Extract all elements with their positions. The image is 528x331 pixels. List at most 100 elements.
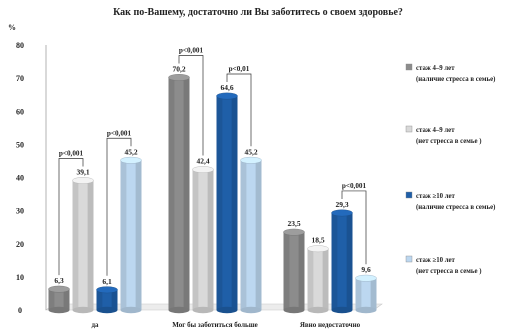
legend-item: стаж ≥10 лет (наличие стресса в семье) [405, 191, 495, 211]
significance-bracket: p<0,001 [58, 149, 84, 276]
bar-shade [168, 77, 175, 311]
significance-bracket: p<0,001 [341, 182, 367, 265]
bar-shade [135, 160, 142, 310]
bar-top [72, 177, 94, 184]
legend-swatch [405, 63, 413, 71]
bar-base [72, 306, 94, 314]
data-label: 6,1 [102, 277, 112, 286]
bar-shade [283, 232, 290, 310]
bar-shade [192, 169, 199, 310]
bar-shade [298, 232, 305, 310]
bar-shade [111, 289, 118, 310]
legend-swatch [405, 125, 413, 133]
bar-base [168, 306, 190, 314]
bar-base [307, 306, 329, 314]
bar-base [331, 306, 353, 314]
data-label: 64,6 [220, 83, 233, 92]
legend-swatch [405, 191, 413, 199]
legend-label-line2: (наличие стресса в семье) [416, 204, 495, 211]
bar-shade [96, 289, 103, 310]
bar-base [96, 306, 118, 314]
legend-item: стаж 4–9 лет (наличие стресса в семье) [405, 63, 495, 83]
significance-bracket: p<0,01 [226, 65, 252, 147]
y-tick-label: 10 [16, 273, 24, 282]
bar-top [355, 274, 377, 282]
bar-top [307, 245, 329, 253]
data-label: 45,2 [124, 147, 137, 156]
data-label: 42,4 [196, 157, 209, 166]
bar-top [96, 286, 118, 294]
bar-shade [355, 278, 362, 310]
p-value-label: p<0,001 [59, 149, 84, 157]
y-tick-label: 20 [16, 240, 24, 249]
bar-shade [72, 180, 79, 310]
bar-base [355, 306, 377, 314]
bar-top [120, 156, 142, 164]
bar-top [331, 209, 353, 217]
significance-bracket: p<0,001 [178, 46, 204, 156]
category-label: да [91, 321, 99, 329]
category-label: Явно недостаточно [300, 321, 361, 329]
y-axis-label: % [8, 23, 16, 32]
chart-title: Как по-Вашему, достаточно ли Вы заботите… [113, 7, 403, 18]
legend-swatch [405, 255, 413, 263]
data-label: 18,5 [311, 236, 324, 245]
legend-label-line2: (нет стресса в семье ) [416, 268, 481, 275]
legend-label-line1: стаж 4–9 лет [416, 65, 455, 72]
data-label: 70,2 [172, 64, 185, 73]
bar-base [192, 306, 214, 314]
legend-item: стаж 4–9 лет (нет стресса в семье ) [405, 125, 481, 145]
data-label: 45,2 [244, 147, 257, 156]
legend-label-line1: стаж ≥10 лет [416, 193, 456, 200]
bar-shade [346, 212, 353, 310]
y-tick-label: 60 [16, 107, 24, 116]
legend-label-line1: стаж ≥10 лет [416, 257, 456, 264]
bar-shade [63, 289, 70, 310]
bar-base [48, 306, 70, 314]
significance-bracket: p<0,001 [106, 129, 132, 276]
bar-top [48, 285, 70, 293]
y-tick-label: 0 [18, 306, 22, 315]
data-label: 9,6 [361, 265, 371, 274]
y-tick-label: 30 [16, 207, 24, 216]
bar-base [120, 306, 142, 314]
data-label: 23,5 [287, 219, 300, 228]
p-value-label: p<0,001 [179, 46, 204, 54]
bar-base [283, 306, 305, 314]
legend-label-line1: стаж 4–9 лет [416, 127, 455, 134]
bar-shade [307, 248, 314, 310]
bar-base [216, 306, 238, 314]
p-value-label: p<0,01 [229, 65, 250, 73]
p-value-label: p<0,001 [107, 129, 132, 137]
p-value-label: p<0,001 [342, 182, 367, 190]
data-label: 29,3 [335, 200, 348, 209]
legend-item: стаж ≥10 лет (нет стресса в семье ) [405, 255, 481, 275]
y-tick-label: 70 [16, 74, 24, 83]
bar-shade [331, 212, 338, 310]
bar-top [216, 92, 238, 100]
bar-shade [87, 180, 94, 310]
legend-label-line2: (наличие стресса в семье) [416, 76, 495, 83]
bar-shade [216, 96, 223, 310]
bar-shade [183, 77, 190, 311]
bar-shade [370, 278, 377, 310]
bar-shade [120, 160, 127, 310]
bar-base [240, 306, 262, 314]
bar-top [168, 74, 190, 81]
category-label: Мог бы заботиться больше [172, 321, 258, 329]
bar-shade [48, 289, 55, 310]
bar-top [240, 156, 262, 164]
bar-top [192, 166, 214, 173]
bar-shade [207, 169, 214, 310]
legend-label-line2: (нет стресса в семье ) [416, 138, 481, 145]
data-label: 6,3 [54, 276, 64, 285]
y-tick-label: 80 [16, 41, 24, 50]
bar-shade [240, 160, 247, 310]
data-label: 39,1 [76, 167, 89, 176]
y-tick-label: 40 [16, 174, 24, 183]
bar-shade [231, 96, 238, 310]
y-tick-label: 50 [16, 140, 24, 149]
bar-shade [255, 160, 262, 310]
bar-shade [322, 248, 329, 310]
